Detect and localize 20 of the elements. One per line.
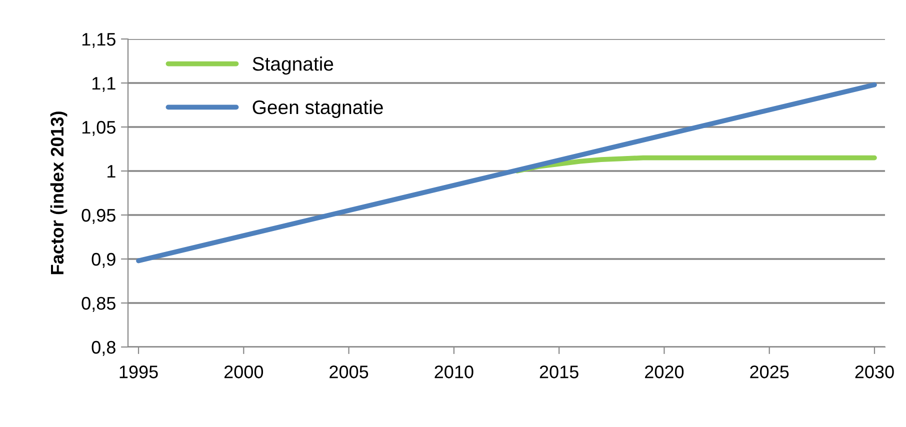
- x-tick-label: 2010: [434, 366, 474, 378]
- legend-label: Stagnatie: [252, 56, 334, 75]
- y-tick-label: 1,15: [82, 33, 116, 48]
- x-tick-label: 2020: [645, 366, 684, 378]
- line-series: [514, 155, 877, 174]
- y-tick-label: 1,05: [82, 120, 116, 136]
- x-tick-label: 2000: [224, 366, 264, 378]
- y-tick-label: 0,8: [92, 340, 116, 356]
- y-tick-label: 1,1: [92, 77, 116, 92]
- y-tick-label: 0,85: [82, 296, 116, 312]
- y-tick-label: 0,95: [82, 208, 116, 224]
- y-tick-label: 1: [108, 165, 116, 178]
- x-tick-label: 2030: [855, 366, 894, 378]
- legend-label: Geen stagnatie: [252, 100, 383, 118]
- y-tick-label: 0,9: [92, 252, 116, 268]
- x-tick-label: 2005: [330, 366, 368, 378]
- x-tick-label: 2015: [540, 366, 578, 378]
- x-tick-label: 1995: [120, 366, 158, 378]
- x-tick-label: 2025: [750, 366, 789, 378]
- y-axis-title: Factor (index 2013): [50, 112, 68, 274]
